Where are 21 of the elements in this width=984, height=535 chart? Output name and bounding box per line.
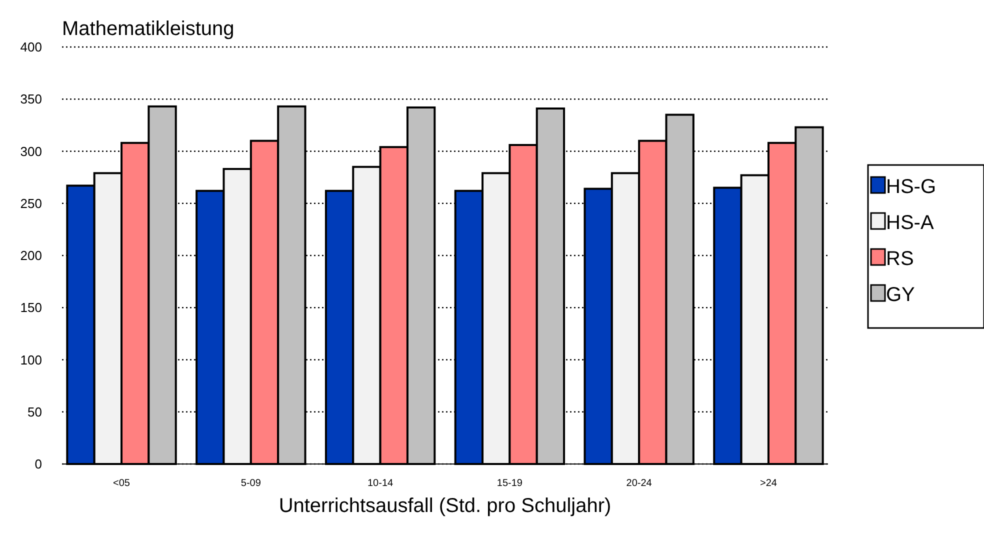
legend-label: HS-G — [886, 176, 936, 198]
y-tick-label: 400 — [20, 40, 42, 55]
y-tick-label: 0 — [34, 456, 42, 472]
legend-label: GY — [886, 284, 915, 306]
legend-label: HS-A — [886, 212, 934, 234]
x-tick-label: 20-24 — [626, 478, 652, 489]
y-tick-label: 150 — [20, 300, 42, 316]
y-tick-label: 350 — [20, 92, 42, 107]
y-tick-label: 200 — [20, 248, 42, 264]
y-tick-label: 100 — [20, 352, 42, 368]
y-tick-label: 250 — [20, 196, 42, 211]
x-axis-title: Unterrichtsausfall (Std. pro Schuljahr) — [278, 495, 612, 517]
chart-title: Mathematikleistung — [62, 18, 234, 40]
x-tick-label: 5-09 — [240, 478, 262, 489]
x-tick-label: >24 — [760, 478, 778, 489]
x-tick-label: 10-14 — [368, 478, 394, 489]
x-tick-label: 15-19 — [496, 478, 523, 489]
y-tick-label: 50 — [28, 404, 42, 420]
x-tick-label: <05 — [113, 478, 130, 489]
legend-label: RS — [886, 248, 914, 270]
y-tick-label: 300 — [20, 144, 42, 159]
